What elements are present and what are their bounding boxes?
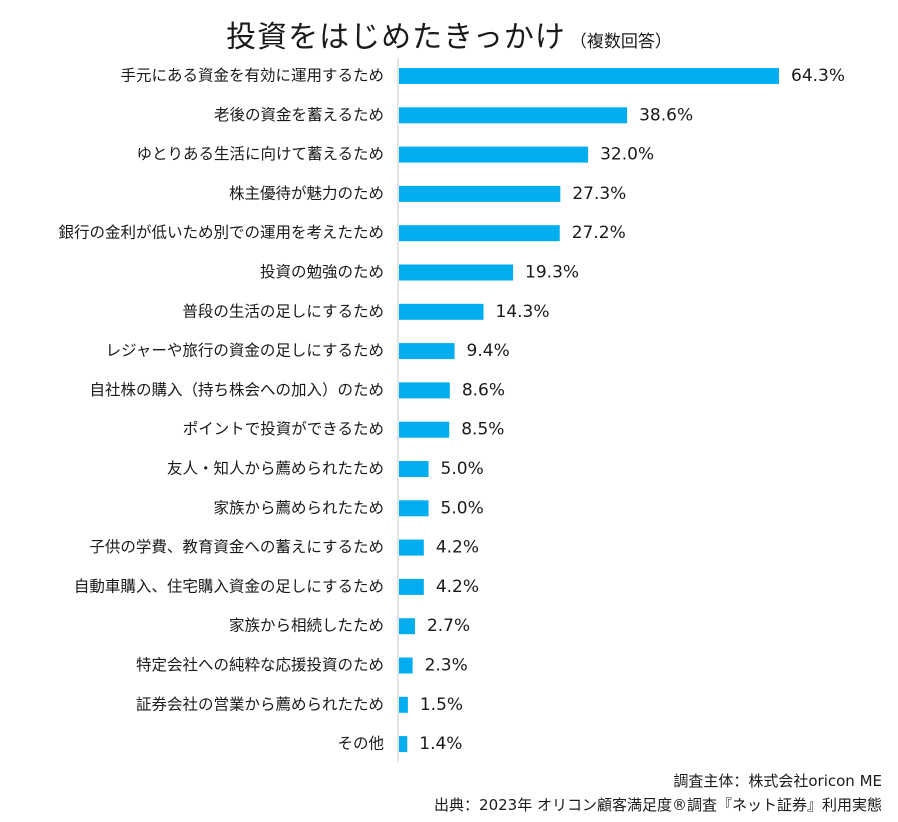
value-label: 64.3%	[791, 66, 845, 86]
bar	[399, 225, 560, 242]
category-label: 特定会社への純粋な応援投資のため	[136, 656, 384, 674]
value-label: 5.0%	[441, 498, 484, 518]
bar	[399, 500, 429, 517]
value-label: 19.3%	[525, 263, 579, 283]
bar	[399, 264, 514, 281]
bar	[399, 185, 561, 202]
category-label: 老後の資金を蓄えるため	[214, 106, 384, 124]
bar	[399, 421, 450, 438]
value-label: 38.6%	[639, 105, 693, 125]
value-label: 8.6%	[462, 380, 505, 400]
title-subtitle: （複数回答）	[569, 32, 672, 52]
value-label: 32.0%	[600, 145, 654, 165]
value-label: 27.3%	[572, 184, 626, 204]
value-label: 14.3%	[496, 302, 550, 322]
bar	[399, 578, 424, 595]
category-label: 証券会社の営業から薦められたため	[136, 695, 384, 713]
title-main: 投資をはじめたきっかけ	[226, 20, 566, 55]
value-label: 2.3%	[425, 656, 468, 676]
value-label: 1.4%	[419, 734, 462, 754]
category-label: 投資の勉強のため	[260, 263, 384, 281]
value-label: 4.2%	[436, 577, 479, 597]
category-label: ゆとりある生活に向けて蓄えるため	[136, 145, 384, 163]
value-label: 4.2%	[436, 538, 479, 558]
category-label: 自動車購入、住宅購入資金の足しにするため	[74, 577, 384, 595]
value-label: 2.7%	[427, 616, 470, 636]
bar	[399, 382, 450, 399]
category-label: その他	[337, 735, 384, 753]
value-label: 9.4%	[467, 341, 510, 361]
value-label: 1.5%	[420, 695, 463, 715]
bar	[399, 696, 408, 713]
category-label: 家族から相続したため	[229, 617, 384, 635]
category-label: 家族から薦められたため	[213, 499, 384, 517]
bar	[399, 657, 413, 674]
category-label: 友人・知人から薦められたため	[167, 460, 384, 478]
category-label: 手元にある資金を有効に運用するため	[120, 67, 384, 85]
bar	[399, 68, 779, 84]
bar	[399, 539, 424, 556]
category-label: 普段の生活の足しにするため	[182, 302, 384, 320]
footer-source-company: 調査主体：株式会社oricon ME	[673, 772, 882, 790]
category-label: レジャーや旅行の資金の足しにするため	[106, 342, 384, 360]
bar	[399, 343, 455, 360]
bar	[399, 146, 589, 163]
bar	[399, 736, 408, 753]
bar	[399, 107, 628, 124]
category-label: ポイントで投資ができるため	[183, 420, 384, 438]
footer-source-survey: 出典：2023年 オリコン顧客満足度®調査『ネット証券』利用実態	[434, 796, 882, 814]
category-label: 子供の学費、教育資金への蓄えにするため	[89, 538, 384, 556]
bar	[399, 303, 484, 320]
category-label: 自社株の購入（持ち株会への加入）のため	[89, 381, 384, 399]
bars-group: 手元にある資金を有効に運用するため 64.3% 老後の資金を蓄えるため 38.6% ゆと…	[58, 66, 845, 754]
chart-title: 投資をはじめたきっかけ （複数回答）	[0, 12, 898, 56]
category-label: 株主優待が魅力のため	[229, 184, 384, 202]
value-label: 8.5%	[461, 420, 504, 440]
bar	[399, 618, 415, 635]
value-label: 27.2%	[572, 223, 626, 243]
category-label: 銀行の金利が低いため別での運用を考えたため	[58, 224, 384, 242]
value-label: 5.0%	[441, 459, 484, 479]
bar	[399, 461, 429, 477]
